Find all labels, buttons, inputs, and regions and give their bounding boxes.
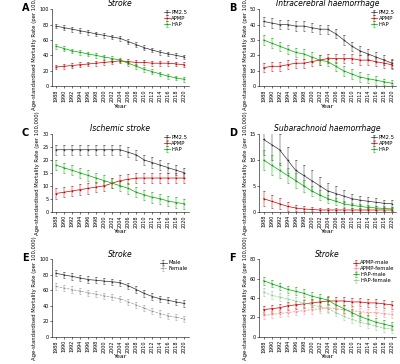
Text: D: D [230,128,238,138]
X-axis label: Year: Year [114,354,127,359]
X-axis label: Year: Year [321,229,334,234]
X-axis label: Year: Year [114,104,127,109]
Y-axis label: Age-standardised Mortality Rate (per 100,000): Age-standardised Mortality Rate (per 100… [32,236,37,360]
Legend: PM2.5, APMP, HAP: PM2.5, APMP, HAP [370,9,396,27]
Legend: PM2.5, APMP, HAP: PM2.5, APMP, HAP [163,9,188,27]
Title: Ischemic stroke: Ischemic stroke [90,124,150,134]
Text: A: A [22,3,30,13]
Title: Subarachnoid haemorrhage: Subarachnoid haemorrhage [274,124,381,134]
Legend: Male, Female: Male, Female [160,260,188,272]
Title: Stroke: Stroke [108,250,133,259]
Title: Stroke: Stroke [315,250,340,259]
Text: E: E [22,253,28,263]
X-axis label: Year: Year [321,354,334,359]
Title: Stroke: Stroke [108,0,133,8]
Y-axis label: Age-standardised Mortality Rate (per 100,000): Age-standardised Mortality Rate (per 100… [32,0,37,110]
Y-axis label: Age-standardised Mortality Rate (per 100,000): Age-standardised Mortality Rate (per 100… [35,111,40,235]
Title: Intracerebral haemorrhage: Intracerebral haemorrhage [276,0,380,8]
Text: F: F [230,253,236,263]
Text: C: C [22,128,29,138]
Y-axis label: Age-standardised Mortality Rate (per 100,000): Age-standardised Mortality Rate (per 100… [243,236,248,360]
Legend: PM2.5, APMP, HAP: PM2.5, APMP, HAP [163,135,188,153]
Text: B: B [230,3,237,13]
Y-axis label: Age-standardised Mortality Rate (per 100,000): Age-standardised Mortality Rate (per 100… [243,111,248,235]
X-axis label: Year: Year [114,229,127,234]
Legend: PM2.5, APMP, HAP: PM2.5, APMP, HAP [370,135,396,153]
X-axis label: Year: Year [321,104,334,109]
Y-axis label: Age-standardised Mortality Rate (per 100,000): Age-standardised Mortality Rate (per 100… [243,0,248,110]
Legend: APMP-male, APMP-female, HAP-male, HAP-female: APMP-male, APMP-female, HAP-male, HAP-fe… [352,260,396,284]
